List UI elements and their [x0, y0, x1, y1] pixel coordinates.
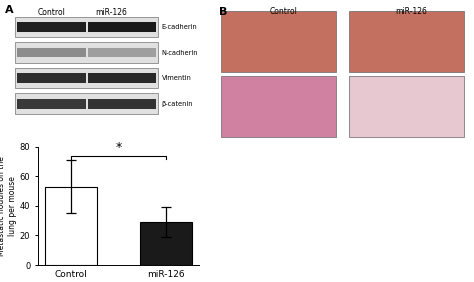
Text: miR-126: miR-126	[95, 8, 127, 17]
Text: Control: Control	[37, 8, 65, 17]
Y-axis label: Metastatic nodules on the
lung per mouse: Metastatic nodules on the lung per mouse	[0, 156, 17, 256]
Bar	[88, 73, 155, 83]
Text: N-cadherin: N-cadherin	[162, 50, 198, 56]
Bar	[45, 187, 97, 265]
Bar	[15, 17, 157, 38]
Bar	[88, 99, 155, 109]
Bar	[15, 42, 157, 63]
Bar	[17, 22, 86, 32]
Text: B: B	[219, 7, 227, 17]
Text: miR-126: miR-126	[395, 7, 428, 16]
Bar	[349, 76, 464, 137]
Bar	[17, 73, 86, 83]
Text: β-catenin: β-catenin	[162, 101, 193, 107]
Bar	[88, 22, 155, 32]
Bar	[349, 11, 464, 72]
Text: Control: Control	[270, 7, 298, 16]
Bar	[221, 11, 336, 72]
Bar	[15, 68, 157, 89]
Bar	[17, 48, 86, 58]
Text: E-cadherin: E-cadherin	[162, 24, 198, 30]
Bar	[17, 99, 86, 109]
Bar	[15, 93, 157, 114]
Bar	[140, 222, 192, 265]
Bar	[221, 76, 336, 137]
Text: A: A	[5, 5, 14, 15]
Text: Vimentin: Vimentin	[162, 75, 191, 81]
Bar	[88, 48, 155, 58]
Text: *: *	[115, 141, 122, 154]
